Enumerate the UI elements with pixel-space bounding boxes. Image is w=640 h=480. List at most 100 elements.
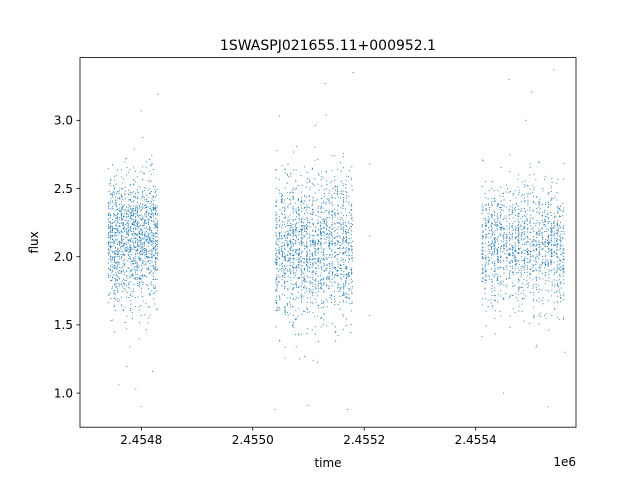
scatter-point: [343, 291, 345, 293]
scatter-point: [124, 224, 126, 226]
scatter-point: [142, 172, 144, 174]
scatter-point: [287, 255, 289, 257]
scatter-point: [331, 216, 333, 218]
scatter-point: [287, 276, 289, 278]
scatter-point: [529, 272, 531, 274]
scatter-point: [149, 187, 151, 189]
scatter-point: [156, 254, 158, 256]
scatter-point: [154, 286, 156, 288]
scatter-point: [321, 285, 323, 287]
scatter-point: [346, 192, 348, 194]
scatter-point: [145, 194, 147, 196]
scatter-point: [284, 272, 286, 274]
scatter-point: [156, 221, 158, 223]
scatter-point: [311, 218, 313, 220]
scatter-point: [491, 251, 493, 253]
scatter-point: [132, 263, 134, 265]
scatter-point: [127, 222, 129, 225]
scatter-point: [129, 270, 131, 272]
scatter-point: [509, 243, 511, 245]
scatter-point: [325, 114, 327, 116]
scatter-point: [283, 247, 286, 249]
scatter-point: [144, 232, 146, 234]
scatter-point: [116, 220, 119, 222]
scatter-point: [559, 274, 561, 276]
scatter-point: [132, 257, 134, 259]
scatter-point: [298, 254, 300, 256]
scatter-point: [331, 155, 333, 157]
scatter-point: [545, 228, 547, 230]
scatter-point: [112, 269, 114, 271]
scatter-point: [287, 289, 289, 291]
scatter-point: [544, 226, 546, 228]
scatter-point: [309, 282, 311, 284]
scatter-point: [342, 314, 344, 316]
scatter-point: [512, 229, 514, 231]
scatter-point: [305, 227, 307, 229]
scatter-point: [287, 244, 289, 246]
scatter-point: [275, 232, 277, 234]
scatter-point: [275, 199, 277, 201]
scatter-point: [500, 240, 502, 242]
scatter-point: [140, 275, 142, 277]
scatter-point: [348, 261, 350, 263]
scatter-point: [306, 311, 308, 313]
scatter-point: [328, 285, 330, 287]
scatter-point: [303, 248, 306, 250]
scatter-point: [334, 243, 337, 245]
scatter-point: [551, 255, 553, 257]
scatter-point: [491, 217, 493, 219]
scatter-point: [292, 322, 295, 324]
scatter-point: [548, 290, 550, 292]
scatter-point: [517, 237, 519, 239]
scatter-point: [314, 298, 316, 300]
scatter-point: [520, 271, 522, 273]
scatter-point: [323, 262, 325, 264]
scatter-point: [154, 192, 156, 194]
scatter-point: [493, 265, 496, 267]
scatter-point: [494, 310, 496, 312]
scatter-point: [538, 231, 540, 233]
scatter-point: [301, 265, 303, 267]
scatter-point: [506, 269, 508, 271]
scatter-point: [481, 258, 483, 260]
scatter-point: [127, 215, 129, 217]
scatter-point: [284, 357, 286, 359]
scatter-point: [308, 311, 311, 313]
scatter-point: [308, 178, 310, 180]
scatter-point: [524, 295, 526, 297]
scatter-point: [128, 220, 130, 222]
scatter-point: [322, 257, 325, 259]
scatter-point: [547, 245, 549, 248]
scatter-point: [334, 242, 336, 244]
scatter-point: [151, 284, 153, 286]
scatter-point: [311, 266, 313, 268]
scatter-point: [491, 253, 494, 255]
scatter-point: [544, 262, 546, 264]
scatter-point: [512, 222, 514, 224]
scatter-point: [322, 226, 324, 228]
scatter-point: [275, 309, 277, 312]
scatter-point: [300, 244, 302, 246]
scatter-point: [298, 277, 300, 280]
scatter-point: [499, 310, 501, 312]
scatter-point: [153, 247, 155, 249]
scatter-point: [297, 185, 299, 187]
scatter-point: [286, 304, 289, 306]
scatter-point: [514, 209, 516, 211]
scatter-point: [129, 277, 131, 279]
scatter-point: [276, 249, 278, 251]
scatter-point: [131, 274, 134, 276]
scatter-point: [342, 197, 344, 199]
scatter-point: [323, 270, 325, 272]
scatter-point: [533, 317, 535, 319]
scatter-point: [494, 317, 496, 319]
scatter-point: [312, 271, 314, 273]
scatter-point: [491, 231, 493, 233]
scatter-point: [347, 244, 349, 246]
scatter-point: [485, 256, 487, 258]
scatter-point: [521, 282, 523, 284]
scatter-point: [319, 282, 321, 284]
scatter-point: [142, 237, 144, 239]
scatter-point: [125, 243, 127, 246]
